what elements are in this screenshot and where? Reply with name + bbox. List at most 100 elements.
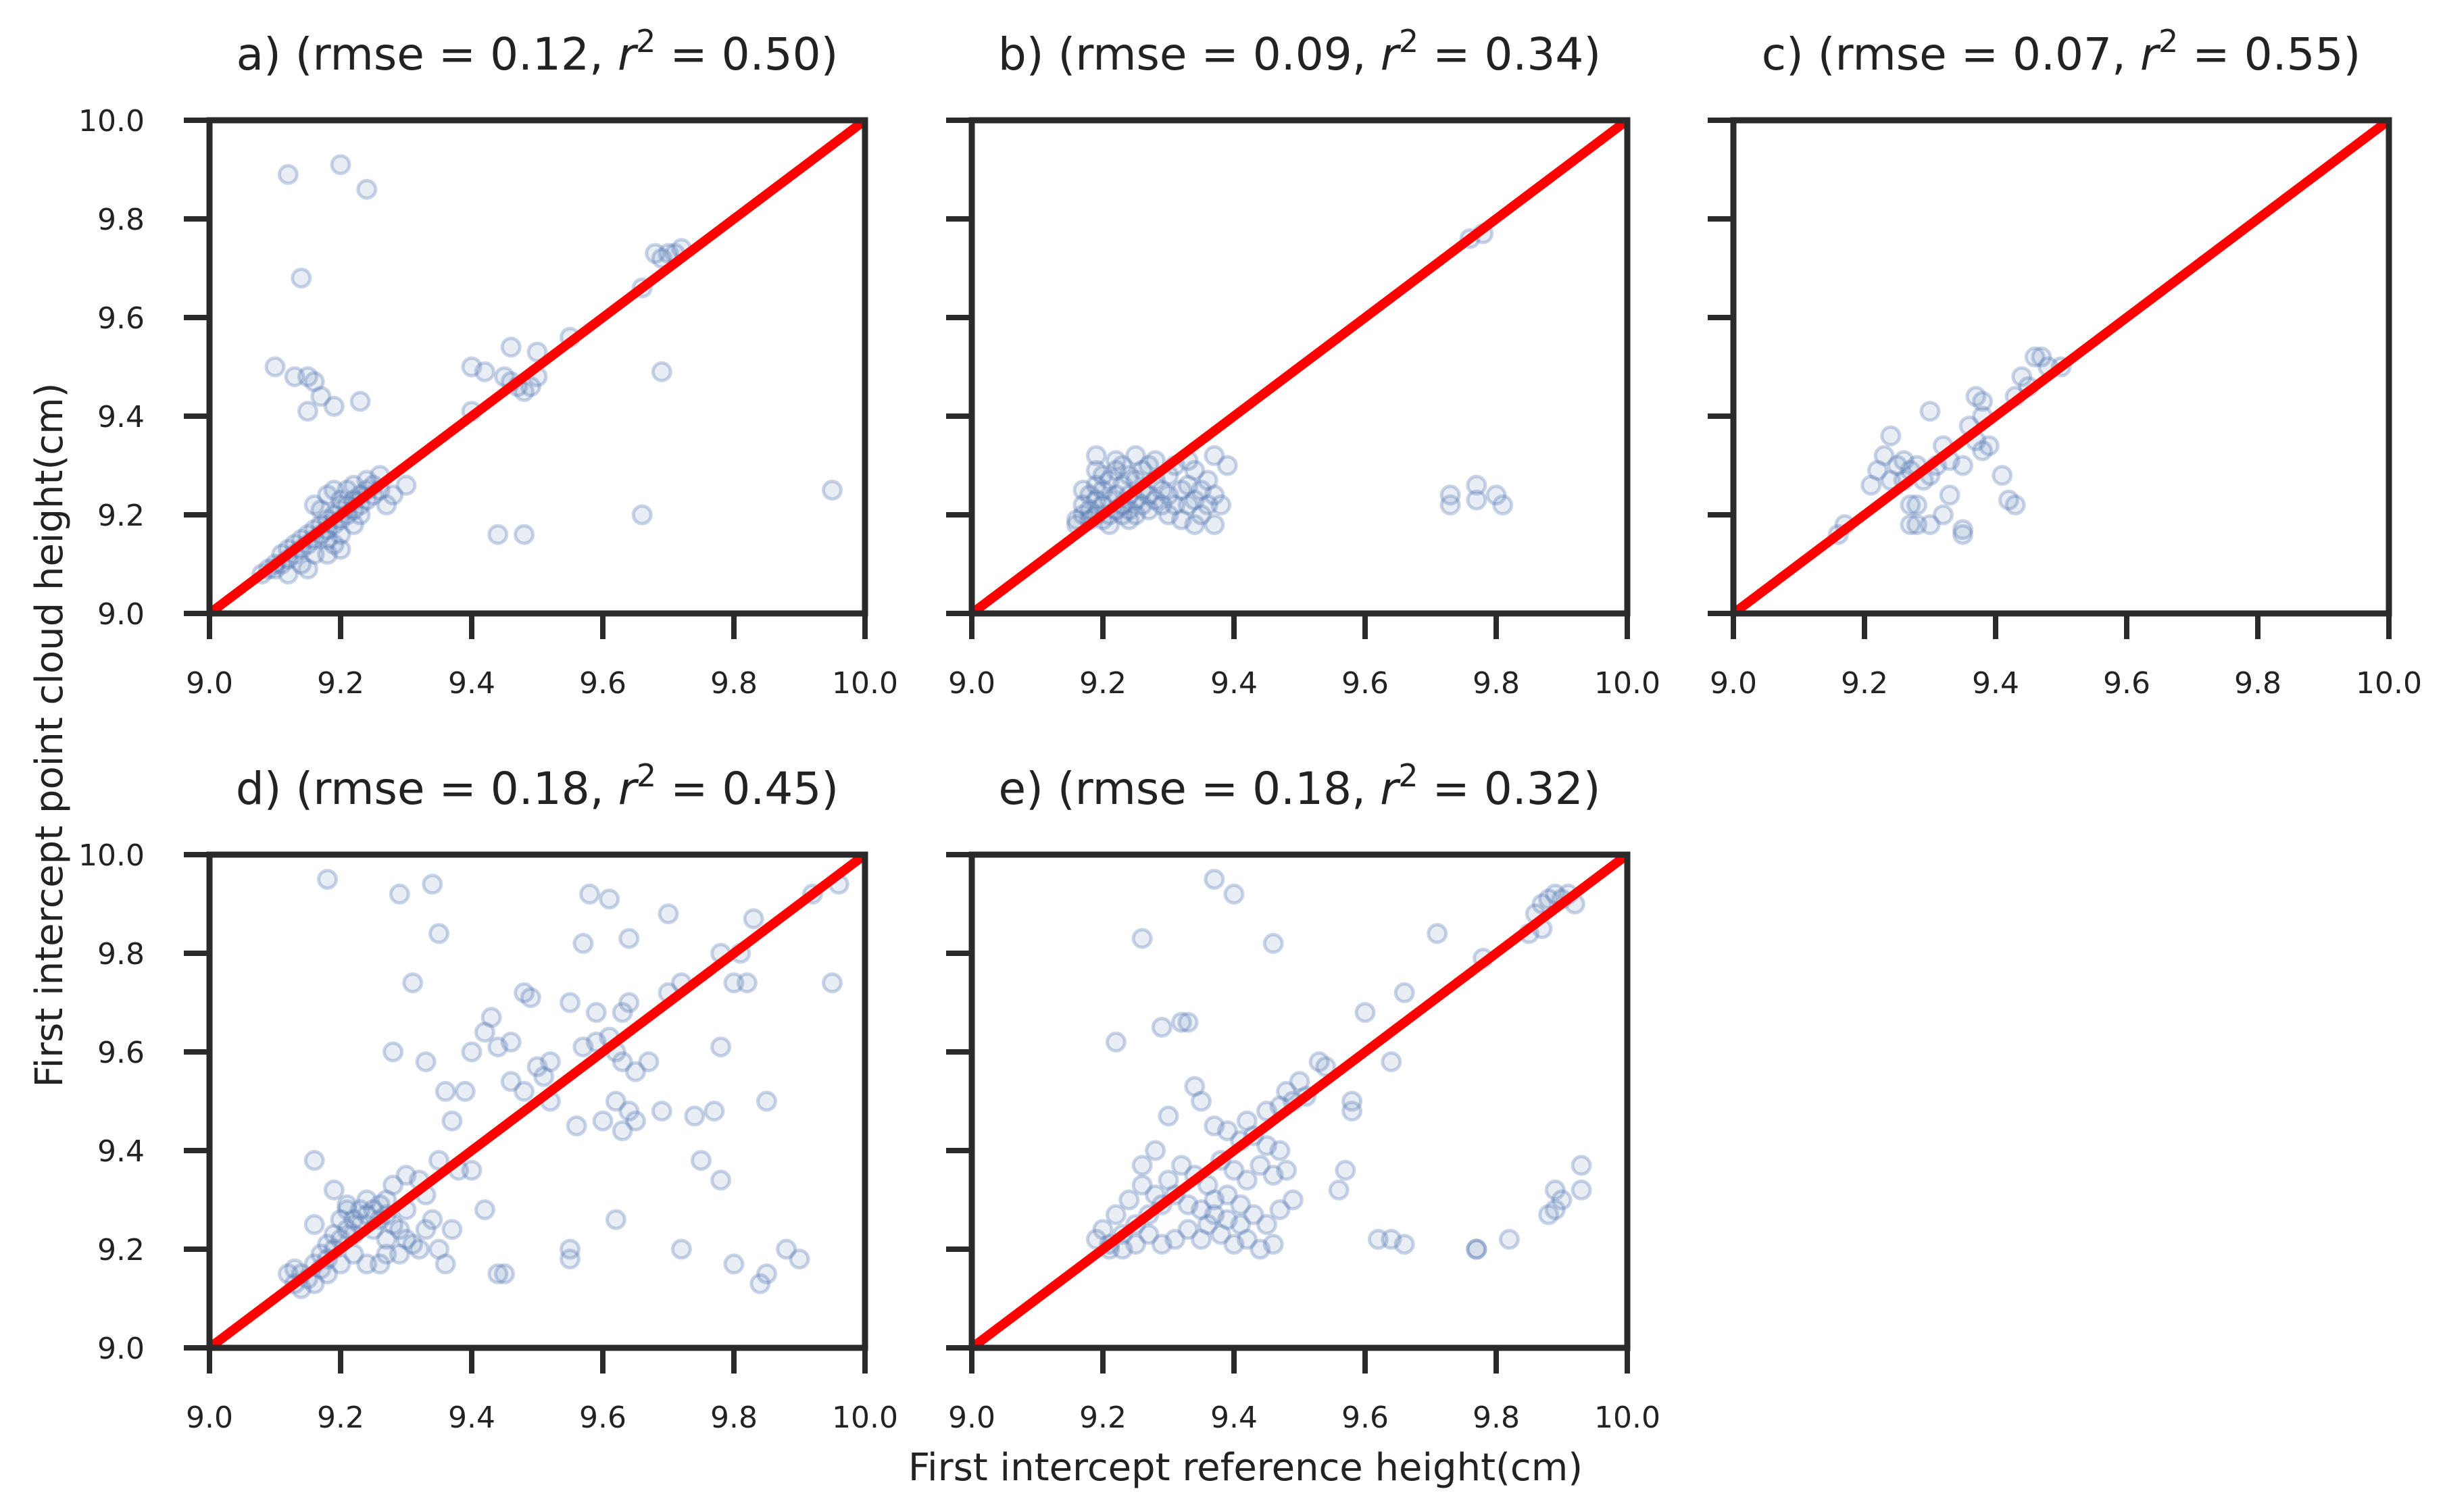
title-superscript: 2	[637, 757, 656, 794]
scatter-point	[1151, 494, 1172, 515]
scatter-point	[1170, 1155, 1192, 1176]
scatter-point	[317, 543, 339, 565]
scatter-point	[618, 928, 640, 949]
scatter-point	[1151, 1234, 1172, 1255]
scatter-point	[605, 1209, 626, 1230]
scatter-point	[1880, 425, 1902, 447]
x-tick-label: 9.6	[579, 666, 626, 701]
scatter-point	[422, 1209, 443, 1230]
scatter-point	[520, 376, 541, 397]
title-r-symbol: r	[2140, 28, 2161, 80]
scatter-point	[343, 474, 364, 496]
scatter-point	[560, 1249, 581, 1270]
y-tick-label: 10.0	[78, 838, 145, 873]
scatter-point	[539, 1051, 561, 1073]
scatter-point	[1381, 1051, 1402, 1073]
scatter-point	[349, 390, 371, 412]
scatter-point	[1867, 459, 1888, 481]
x-tick-label: 9.4	[1972, 666, 2019, 701]
axes-frame	[206, 117, 868, 617]
scatter-point	[579, 883, 601, 905]
scatter-point	[1341, 1101, 1363, 1122]
scatter-point	[1105, 1031, 1127, 1053]
scatter-point	[343, 514, 364, 536]
scatter-point	[428, 923, 449, 944]
scatter-point	[2011, 366, 2033, 388]
scatter-point	[317, 869, 339, 890]
scatter-point	[395, 1228, 417, 1250]
scatter-point	[494, 1263, 515, 1284]
scatter-point	[526, 341, 548, 363]
x-tick-label: 9.8	[710, 1401, 758, 1435]
x-tick-label: 9.2	[317, 666, 364, 701]
scatter-point	[1466, 1238, 1487, 1260]
scatter-point	[723, 1253, 745, 1275]
scatter-point	[474, 1022, 495, 1043]
scatter-point	[356, 1204, 378, 1226]
scatter-point	[1341, 1090, 1363, 1112]
scatter-point	[749, 1273, 771, 1294]
panel-title: a) (rmse = 0.12, r2 = 0.50)	[237, 23, 839, 80]
scatter-point	[1158, 1169, 1179, 1191]
scatter-point	[756, 1263, 777, 1284]
scatter-point	[1952, 519, 1973, 540]
axes-frame	[968, 851, 1631, 1351]
scatter-point	[1118, 1189, 1140, 1211]
scatter-point	[514, 982, 535, 1003]
scatter-point	[382, 1214, 404, 1235]
scatter-point	[494, 366, 515, 388]
scatter-point	[1256, 1135, 1277, 1157]
scatter-point	[2024, 346, 2046, 368]
y-tick-label: 9.2	[97, 1233, 145, 1267]
title-r-symbol: r	[618, 28, 639, 80]
scatter-point	[645, 243, 666, 264]
title-suffix: = 0.32)	[1418, 763, 1600, 815]
scatter-point	[1223, 883, 1245, 905]
scatter-point	[710, 1036, 732, 1058]
scatter-point	[1092, 465, 1114, 486]
scatter-point	[323, 1224, 345, 1245]
scatter-point	[363, 1199, 384, 1221]
scatter-point	[310, 499, 332, 521]
scatter-point	[474, 361, 495, 382]
scatter-point	[1085, 1228, 1107, 1250]
title-suffix: = 0.50)	[656, 28, 838, 80]
scatter-point	[1112, 504, 1133, 526]
scatter-point	[1191, 1199, 1212, 1221]
scatter-point	[1939, 484, 1960, 506]
scatter-point	[1230, 1214, 1252, 1235]
scatter-point	[585, 1002, 607, 1024]
scatter-point	[756, 1090, 777, 1112]
scatter-point	[284, 366, 305, 388]
scatter-point	[1571, 1155, 1592, 1176]
scatter-point	[1367, 1228, 1389, 1250]
scatter-point	[743, 908, 764, 930]
scatter-point	[435, 1253, 456, 1275]
scatter-point	[303, 1214, 325, 1235]
scatter-point	[1145, 1140, 1166, 1161]
scatter-point	[1131, 928, 1153, 949]
scatter-point	[1072, 504, 1094, 526]
scatter-point	[323, 534, 345, 555]
scatter-point	[337, 1194, 358, 1215]
scatter-point	[382, 1041, 404, 1063]
scatter-point	[2031, 346, 2052, 368]
scatter-point	[612, 1120, 633, 1142]
scatter-point	[1308, 1051, 1330, 1073]
scatter-point	[317, 484, 339, 506]
scatter-point	[1177, 1011, 1199, 1033]
scatter-point	[330, 524, 351, 545]
panel-title: e) (rmse = 0.18, r2 = 0.32)	[999, 757, 1601, 815]
x-tick-label: 9.6	[1341, 666, 1389, 701]
scatter-point	[1393, 982, 1415, 1003]
scatter-point	[1125, 445, 1146, 466]
identity-line	[972, 120, 1627, 613]
x-tick-label: 10.0	[832, 1401, 898, 1435]
scatter-point	[376, 1189, 397, 1211]
y-tick-label: 10.0	[78, 104, 145, 138]
scatter-point	[1906, 494, 1928, 515]
scatter-point	[1230, 1194, 1252, 1215]
scatter-point	[1112, 474, 1133, 496]
x-tick-label: 10.0	[2356, 666, 2422, 701]
scatter-point	[1099, 514, 1120, 536]
